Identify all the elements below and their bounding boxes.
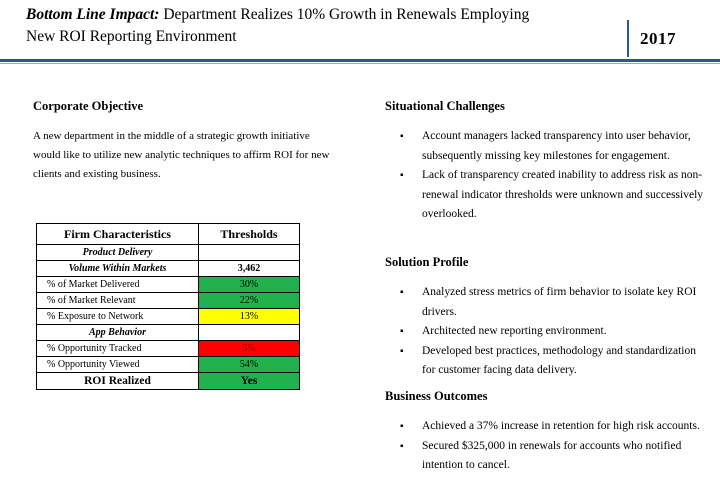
- header-rule: [0, 59, 720, 62]
- row-value: 22%: [198, 292, 300, 309]
- table-row: Product Delivery: [36, 244, 300, 261]
- table-row: % Opportunity Viewed 54%: [36, 356, 300, 373]
- row-label: % Exposure to Network: [36, 308, 199, 325]
- year-label: 2017: [640, 29, 676, 48]
- row-value: 13%: [198, 308, 300, 325]
- list-item: Secured $325,000 in renewals for account…: [400, 437, 705, 476]
- row-value: [198, 244, 300, 261]
- row-value: Yes: [198, 372, 300, 390]
- list-item: Achieved a 37% increase in retention for…: [400, 417, 705, 437]
- corporate-objective-text: A new department in the middle of a stra…: [33, 130, 330, 180]
- situational-challenges-list: Account managers lacked transparency int…: [400, 127, 705, 225]
- row-label: ROI Realized: [36, 372, 199, 390]
- table-header-row: Firm Characteristics Thresholds: [36, 223, 300, 245]
- title-lead: Bottom Line Impact:: [26, 6, 160, 23]
- row-value: [198, 324, 300, 341]
- solution-profile-list: Analyzed stress metrics of firm behavior…: [400, 283, 705, 381]
- business-outcomes-list: Achieved a 37% increase in retention for…: [400, 417, 705, 476]
- situational-challenges-heading: Situational Challenges: [385, 99, 505, 113]
- list-item: Developed best practices, methodology an…: [400, 342, 705, 381]
- row-label: % of Market Delivered: [36, 276, 199, 293]
- row-label: App Behavior: [36, 324, 199, 341]
- row-label: Product Delivery: [36, 244, 199, 261]
- page-title: Bottom Line Impact: Department Realizes …: [26, 6, 529, 24]
- list-item: Lack of transparency created inability t…: [400, 166, 705, 225]
- table-row: Volume Within Markets 3,462: [36, 260, 300, 277]
- row-value: 54%: [198, 356, 300, 373]
- table-row: % of Market Relevant 22%: [36, 292, 300, 309]
- table-row: % Exposure to Network 13%: [36, 308, 300, 325]
- table-row: % Opportunity Tracked 5%: [36, 340, 300, 357]
- col-header-characteristics: Firm Characteristics: [36, 223, 199, 245]
- row-label: % of Market Relevant: [36, 292, 199, 309]
- row-label: % Opportunity Viewed: [36, 356, 199, 373]
- row-value: 30%: [198, 276, 300, 293]
- header-rule-thin: [0, 63, 720, 64]
- header: Bottom Line Impact: Department Realizes …: [0, 0, 720, 64]
- table-row: % of Market Delivered 30%: [36, 276, 300, 293]
- col-header-thresholds: Thresholds: [198, 223, 300, 245]
- table-row: App Behavior: [36, 324, 300, 341]
- row-value: 3,462: [198, 260, 300, 277]
- list-item: Architected new reporting environment.: [400, 322, 705, 342]
- list-item: Analyzed stress metrics of firm behavior…: [400, 283, 705, 322]
- header-divider: [627, 20, 629, 57]
- corporate-objective-heading: Corporate Objective: [33, 99, 144, 113]
- list-item: Account managers lacked transparency int…: [400, 127, 705, 166]
- page-title-line2: New ROI Reporting Environment: [26, 28, 237, 45]
- firm-characteristics-table: Firm Characteristics Thresholds Product …: [36, 223, 300, 390]
- table-row: ROI Realized Yes: [36, 372, 300, 390]
- row-label: % Opportunity Tracked: [36, 340, 199, 357]
- row-label: Volume Within Markets: [36, 260, 199, 277]
- solution-profile-heading: Solution Profile: [385, 255, 469, 269]
- title-rest: Department Realizes 10% Growth in Renewa…: [163, 6, 530, 23]
- row-value: 5%: [198, 340, 300, 357]
- business-outcomes-heading: Business Outcomes: [385, 389, 488, 403]
